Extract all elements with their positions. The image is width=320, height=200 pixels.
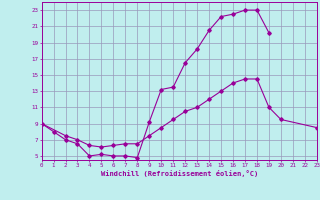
- X-axis label: Windchill (Refroidissement éolien,°C): Windchill (Refroidissement éolien,°C): [100, 170, 258, 177]
